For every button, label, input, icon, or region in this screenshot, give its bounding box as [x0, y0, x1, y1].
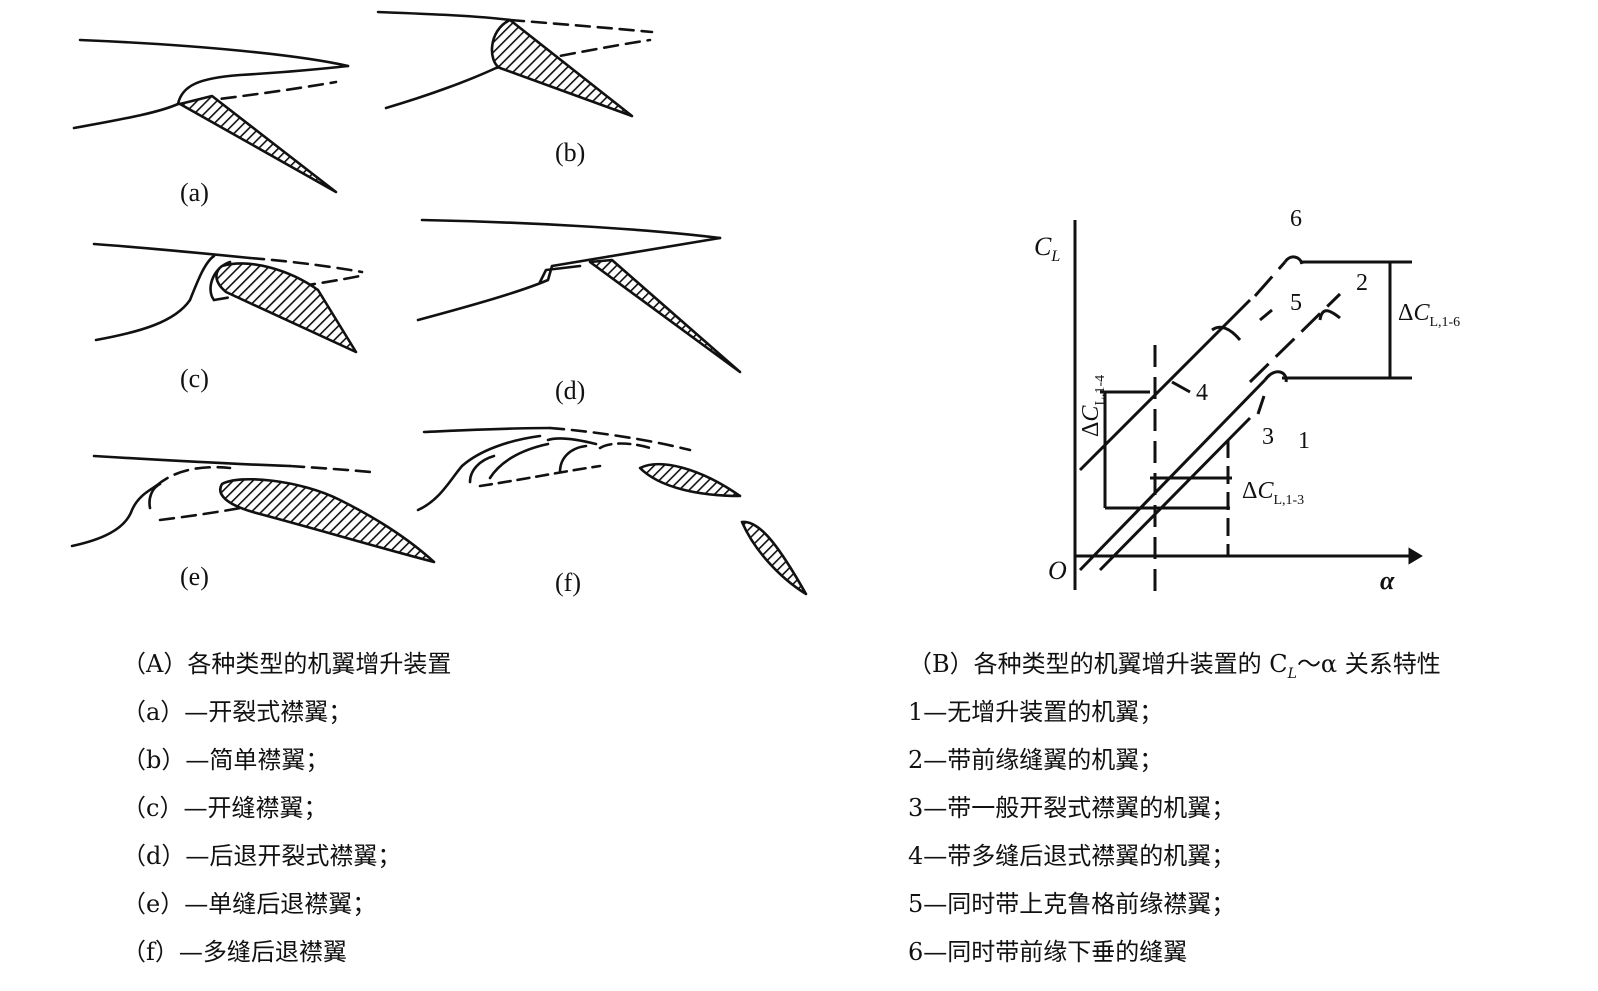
x-axis-label: α [1380, 566, 1395, 595]
caption-b-item: 4—带多缝后退式襟翼的机翼； [908, 842, 1236, 870]
label-b: (b) [555, 138, 586, 167]
label-e: (e) [180, 562, 209, 591]
curve-label-4: 4 [1196, 380, 1208, 406]
delta-cl-1-6: ΔCL,1-6 [1398, 300, 1461, 330]
caption-a-item: （c）—开缝襟翼； [122, 794, 328, 822]
airfoil-c [92, 242, 364, 354]
label-f: (f) [555, 568, 581, 597]
caption-a-item: （e）—单缝后退襟翼； [122, 890, 377, 918]
caption-a: （A）各种类型的机翼增升装置 （a）—开裂式襟翼； （b）—简单襟翼； （c）—… [122, 640, 451, 976]
caption-b-item: 5—同时带上克鲁格前缘襟翼； [908, 890, 1236, 918]
curve-line-5 [1253, 261, 1287, 297]
label-c: (c) [180, 364, 209, 393]
curve-line-2 [1248, 292, 1342, 384]
curve-label-2: 2 [1356, 270, 1368, 296]
airfoil-b [376, 10, 654, 118]
curve-label-1: 1 [1298, 428, 1310, 454]
airfoil-f [416, 426, 808, 596]
caption-a-item: （a）—开裂式襟翼； [122, 698, 353, 726]
caption-b-item: 1—无增升装置的机翼； [908, 698, 1164, 726]
caption-a-title: （A）各种类型的机翼增升装置 [122, 650, 452, 678]
airfoil-a [72, 38, 350, 194]
caption-a-item: （d）—后退开裂式襟翼； [122, 842, 402, 870]
delta-cl-1-4: ΔCL,1-4 [1078, 374, 1108, 437]
caption-a-item: （f）—多缝后退襟翼 [122, 938, 347, 966]
caption-b: （B）各种类型的机翼增升装置的 CL～α 关系特性 1—无增升装置的机翼； 2—… [908, 640, 1441, 976]
label-d: (d) [555, 376, 586, 405]
caption-b-item: 3—带一般开裂式襟翼的机翼； [908, 794, 1236, 822]
origin-label: O [1048, 556, 1067, 585]
caption-b-title: （B）各种类型的机翼增升装置的 CL～α 关系特性 [908, 650, 1441, 682]
label-a: (a) [180, 178, 209, 207]
delta-cl-1-3: ΔCL,1-3 [1242, 478, 1305, 508]
curve-label-5: 5 [1290, 290, 1302, 316]
airfoil-e [70, 454, 436, 564]
cl-alpha-chart [1073, 220, 1423, 592]
caption-a-item: （b）—简单襟翼； [122, 746, 330, 774]
y-axis-label: CL [1034, 232, 1061, 266]
airfoil-d [416, 218, 742, 374]
curve-line-3 [1098, 416, 1252, 572]
curve-label-3: 3 [1262, 424, 1274, 450]
curve-line-1 [1078, 378, 1267, 572]
caption-b-item: 2—带前缘缝翼的机翼； [908, 746, 1164, 774]
caption-b-item: 6—同时带前缘下垂的缝翼 [908, 938, 1188, 966]
curve-label-6: 6 [1290, 206, 1302, 232]
